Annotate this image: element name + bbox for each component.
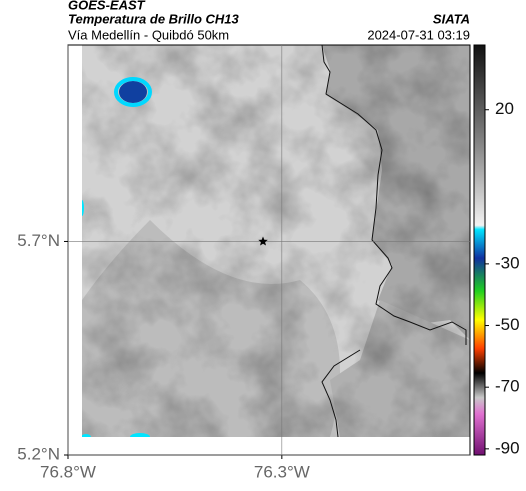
- satellite-image: [82, 45, 470, 437]
- source-title: GOES-EAST: [68, 0, 146, 12]
- boundary: [321, 44, 467, 438]
- colorbar-tick-label: -70: [495, 377, 520, 396]
- x-tick-label: 76.8°W: [40, 462, 96, 481]
- colorbar: [473, 44, 486, 456]
- agency: SIATA: [433, 11, 470, 26]
- colorbar-tick-label: -90: [495, 438, 520, 457]
- y-tick-label: 5.2°N: [17, 444, 60, 463]
- product-title: Temperatura de Brillo CH13: [68, 11, 240, 26]
- colorbar-tick-label: 20: [495, 99, 514, 118]
- location-marker: [258, 236, 268, 246]
- colorbar-tick-label: -50: [495, 315, 520, 334]
- timestamp: 2024-07-31 03:19: [367, 27, 470, 42]
- y-tick-label: 5.7°N: [17, 231, 60, 250]
- colorbar-tick-label: -30: [495, 253, 520, 272]
- x-tick-label: 76.3°W: [254, 462, 310, 481]
- subtitle: Vía Medellín - Quibdó 50km: [68, 27, 229, 42]
